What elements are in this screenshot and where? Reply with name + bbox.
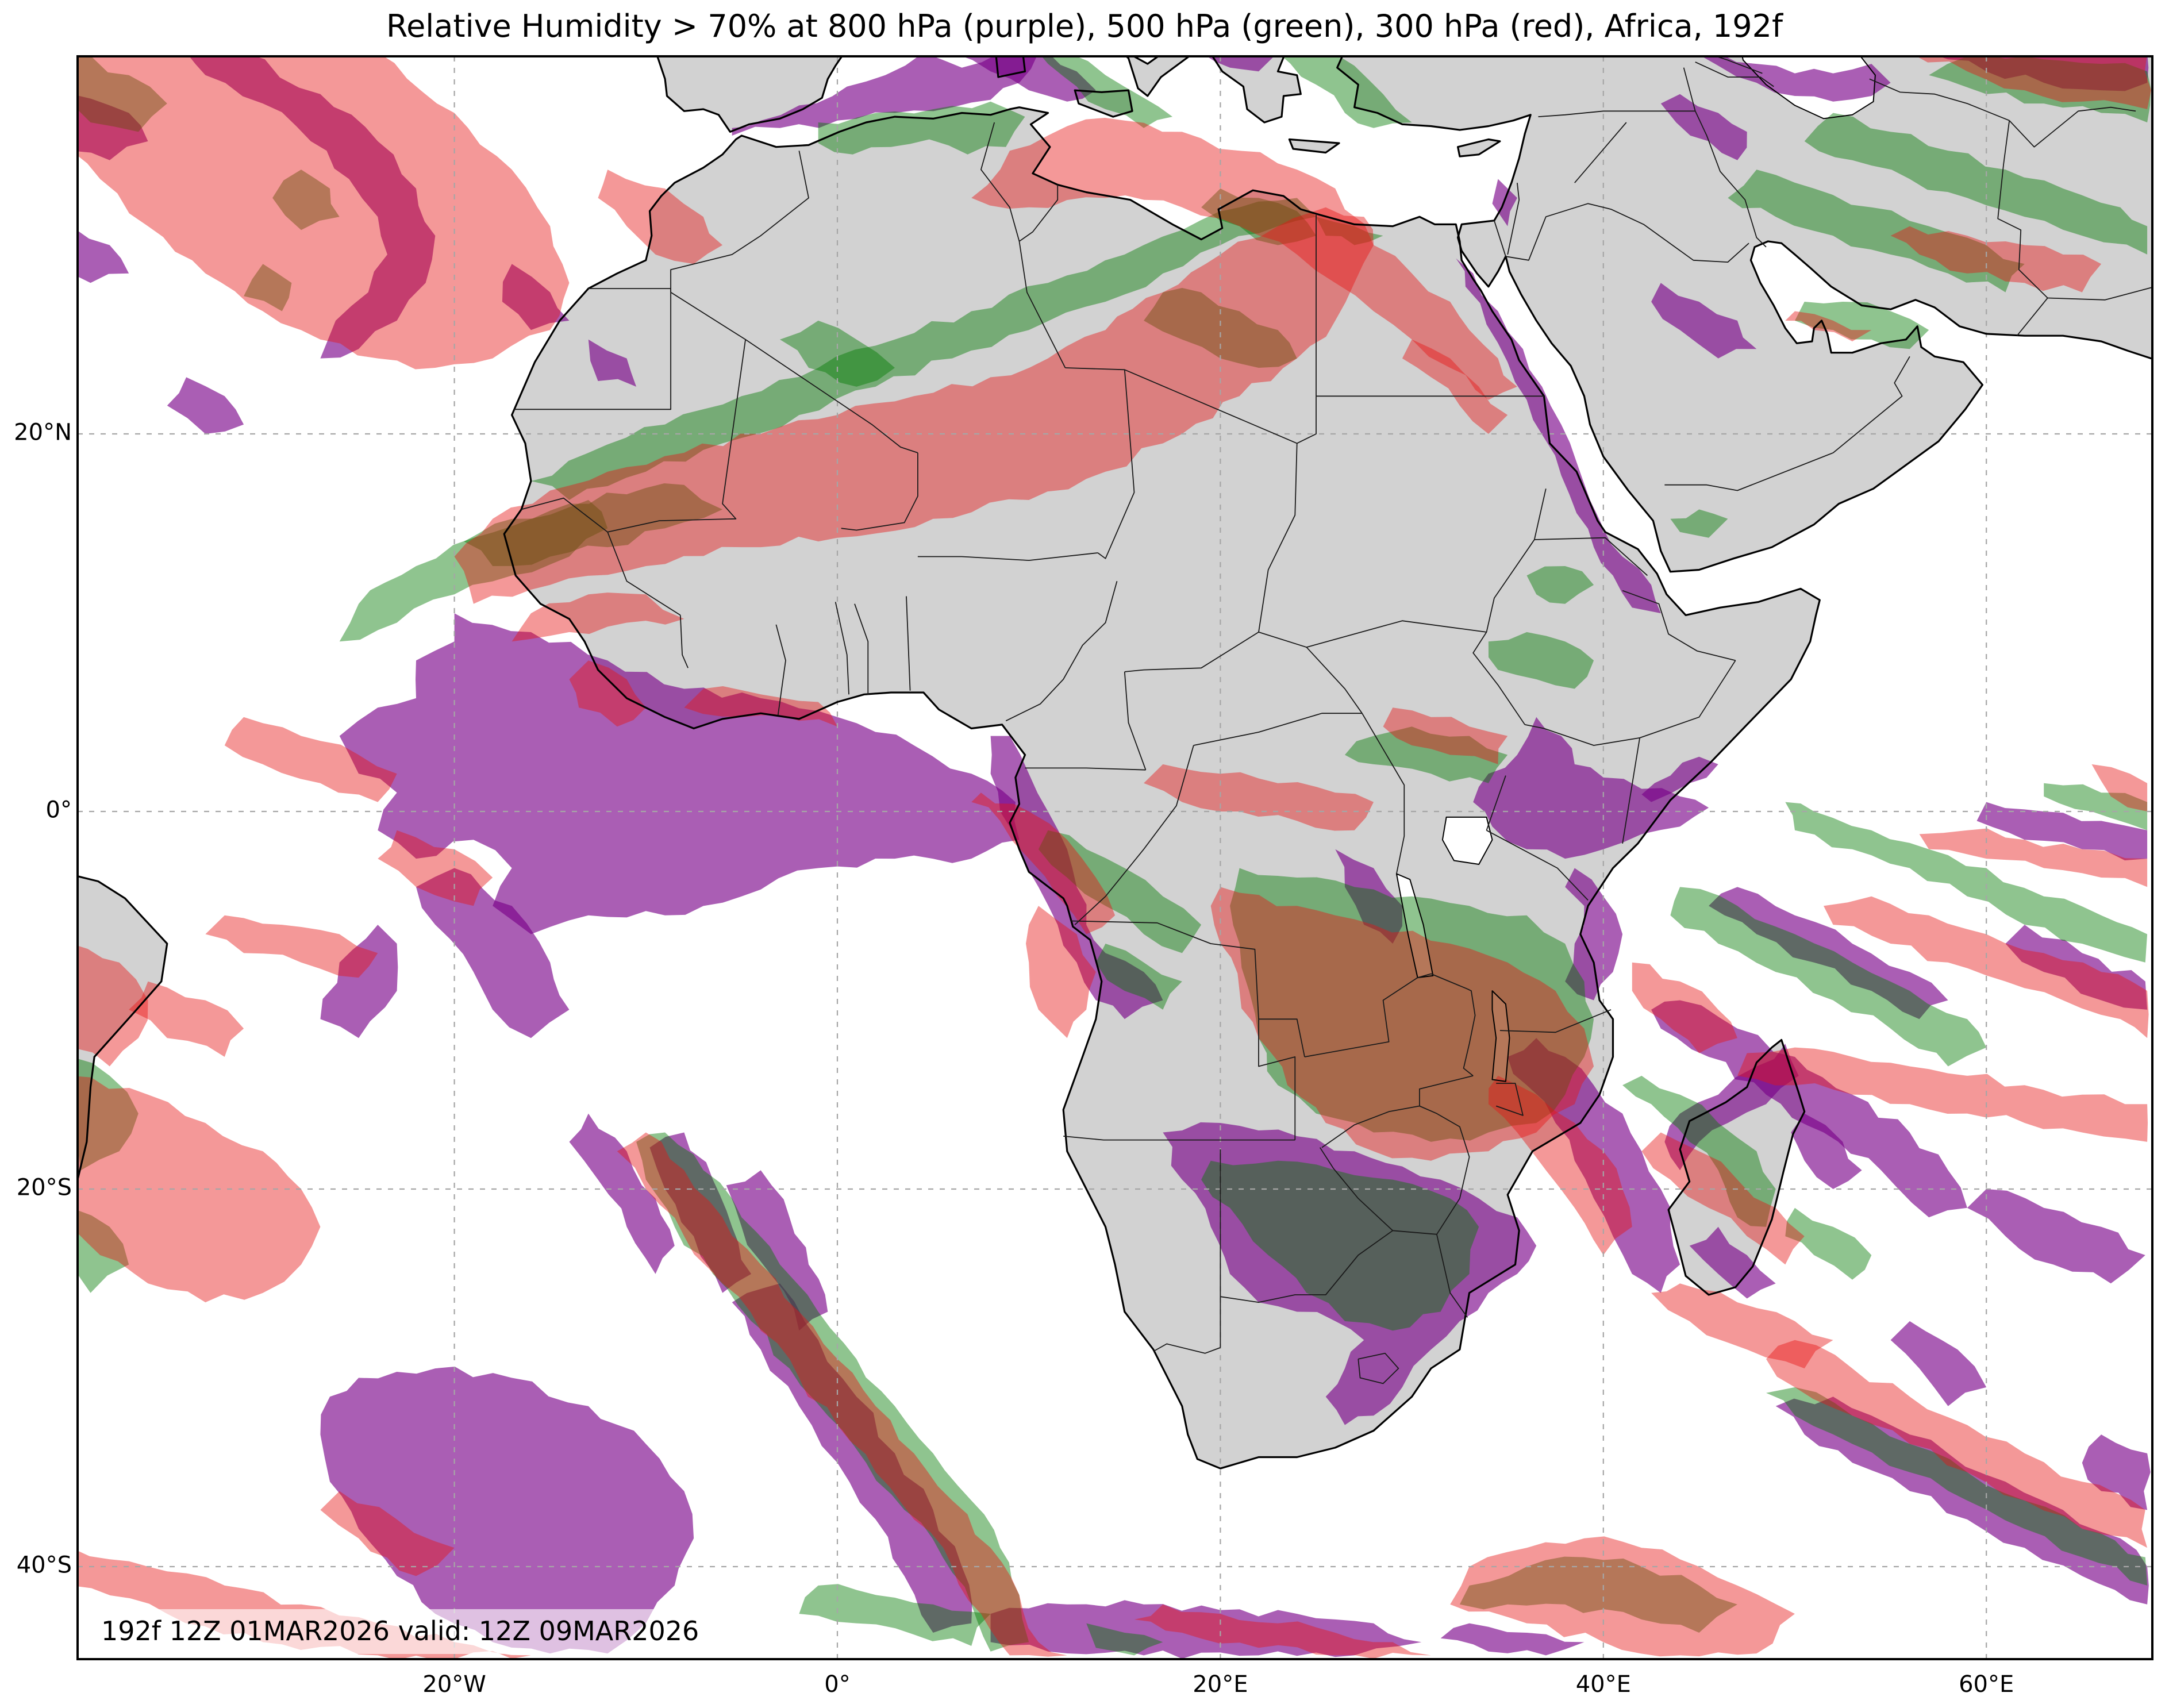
coastlines [78, 56, 2152, 1470]
y-tick-label: 20°S [16, 1174, 72, 1201]
country-borders [513, 56, 2152, 1384]
field-800hpa-purple [78, 56, 2151, 1659]
field-300hpa-red [78, 56, 2151, 1659]
x-tick-label: 20°E [1193, 1671, 1248, 1698]
x-tick-label: 60°E [1959, 1671, 2014, 1698]
page-title: Relative Humidity > 70% at 800 hPa (purp… [386, 8, 1783, 44]
y-tick-label: 20°N [14, 419, 72, 446]
field-500hpa-green [78, 56, 2151, 1656]
x-tick-label: 0° [824, 1671, 851, 1698]
y-tick-label: 0° [45, 797, 72, 824]
forecast-stamp: 192f 12Z 01MAR2026 valid: 12Z 09MAR2026 [87, 1609, 713, 1654]
plot-frame [76, 55, 2153, 1660]
x-tick-label: 20°W [422, 1671, 486, 1698]
map-layers [78, 56, 2152, 1659]
graticule [78, 56, 2152, 1659]
land-fill [78, 56, 2152, 1469]
y-tick-label: 40°S [16, 1552, 72, 1579]
x-tick-label: 40°E [1575, 1671, 1631, 1698]
